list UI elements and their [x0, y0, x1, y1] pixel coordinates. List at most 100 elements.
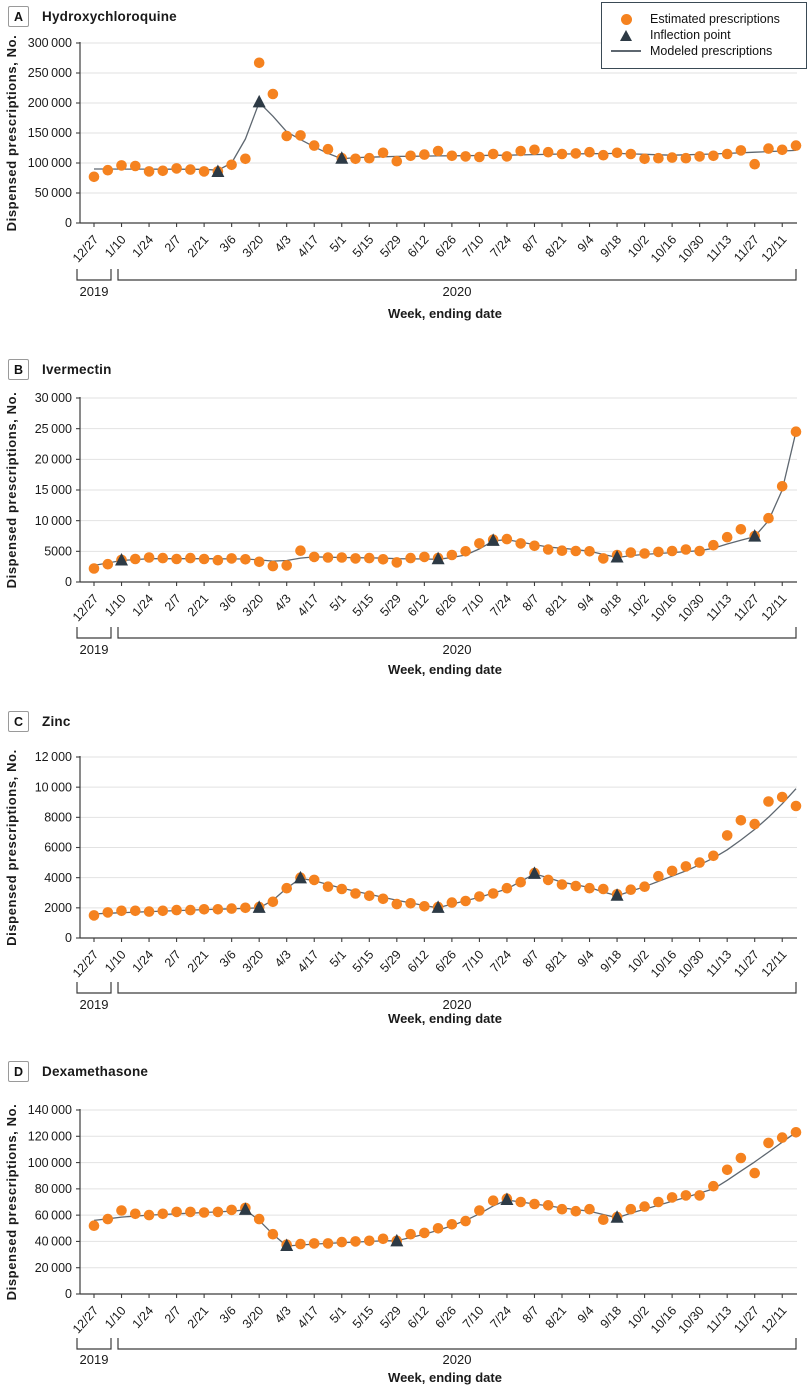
estimated-point: [240, 153, 251, 165]
estimated-point: [212, 1206, 224, 1218]
year-label-2020: 2020: [443, 1352, 472, 1367]
estimated-points: [88, 57, 802, 183]
estimated-point: [460, 895, 471, 907]
legend-label: Modeled prescriptions: [650, 44, 773, 58]
x-tick-label: 5/15: [350, 1304, 377, 1331]
x-tick-label: 4/3: [272, 1304, 294, 1326]
x-tick-label: 6/26: [432, 233, 459, 260]
inflection-point: [610, 549, 624, 563]
y-tick-label: 40 000: [35, 1235, 72, 1249]
estimated-point: [171, 1206, 182, 1218]
y-tick-label: 250 000: [28, 66, 72, 80]
estimated-point: [598, 1214, 609, 1225]
y-tick-label: 12 000: [35, 750, 72, 764]
x-tick-label: 5/15: [350, 233, 377, 260]
estimated-point: [749, 158, 760, 170]
estimated-point: [474, 891, 485, 902]
estimated-point: [721, 830, 733, 841]
estimated-point: [171, 904, 182, 916]
x-tick-label: 6/12: [405, 1304, 432, 1331]
x-tick-label: 10/30: [676, 592, 707, 625]
panel-title: Hydroxychloroquine: [42, 9, 177, 24]
estimated-point: [364, 152, 375, 164]
y-tick-label: 100 000: [28, 1156, 72, 1170]
x-tick-label: 2/7: [162, 233, 184, 255]
x-tick-label: 8/7: [520, 948, 542, 970]
y-tick-label: 200 000: [28, 96, 72, 110]
estimated-point: [446, 897, 458, 908]
estimated-point: [267, 1228, 279, 1240]
x-tick-label: 7/10: [460, 948, 487, 975]
x-tick-label: 10/30: [676, 233, 707, 266]
estimated-point: [487, 888, 499, 899]
estimated-point: [364, 552, 375, 564]
x-tick-label: 6/12: [405, 592, 432, 619]
estimated-point: [240, 554, 251, 565]
x-tick-label: 1/24: [130, 233, 157, 260]
estimated-point: [432, 1223, 444, 1234]
y-tick-label: 80 000: [35, 1182, 72, 1196]
y-tick-label: 20 000: [35, 453, 72, 467]
x-tick-label: 5/1: [327, 233, 349, 255]
estimated-point: [542, 544, 554, 555]
x-tick-label: 7/10: [460, 592, 487, 619]
year-label-2019: 2019: [80, 997, 109, 1012]
inflection-point: [252, 900, 266, 913]
x-tick-label: 5/29: [377, 948, 404, 975]
estimated-points: [88, 426, 802, 574]
x-tick-label: 1/10: [102, 1304, 129, 1331]
x-tick-label: 3/20: [240, 1304, 267, 1331]
x-axis-title: Week, ending date: [388, 662, 502, 677]
estimated-point: [776, 791, 788, 803]
y-tick-label: 150 000: [28, 126, 72, 140]
x-tick-label: 2/7: [162, 1304, 184, 1326]
estimated-point: [694, 1190, 705, 1201]
x-tick-label: 4/3: [272, 592, 294, 614]
estimated-point: [405, 1228, 416, 1240]
estimated-point: [419, 1227, 430, 1239]
inflection-point: [252, 94, 266, 108]
y-tick-label: 25 000: [35, 422, 72, 436]
x-axis-title: Week, ending date: [388, 1370, 502, 1385]
x-tick-label: 7/24: [487, 233, 514, 260]
x-tick-label: 4/17: [295, 233, 322, 260]
estimated-point: [405, 150, 416, 162]
estimated-point: [680, 861, 692, 872]
x-tick-label: 3/20: [240, 592, 267, 619]
x-tick-label: 12/11: [759, 592, 790, 624]
x-tick-label: 10/16: [648, 233, 679, 266]
estimated-point: [653, 546, 664, 558]
estimated-point: [88, 171, 100, 183]
estimated-point: [281, 882, 293, 894]
x-tick-label: 1/10: [102, 948, 129, 975]
y-tick-label: 0: [65, 931, 72, 945]
inflection-point: [527, 866, 541, 879]
x-tick-label: 11/27: [731, 233, 762, 265]
estimated-point: [226, 1204, 237, 1216]
estimated-point: [226, 553, 237, 564]
y-axis-title: Dispensed prescriptions, No.: [4, 1104, 19, 1301]
estimated-point: [460, 1215, 471, 1227]
estimated-point: [295, 545, 306, 556]
inflection-points: [211, 94, 349, 177]
estimated-point: [694, 857, 705, 868]
inflection-triangle-icon: [611, 29, 641, 41]
estimated-point: [322, 1238, 334, 1249]
estimated-point: [281, 130, 293, 142]
estimated-point: [308, 551, 320, 563]
y-tick-label: 2000: [44, 901, 72, 915]
estimated-point: [501, 533, 513, 545]
y-gridlines: [76, 397, 797, 583]
panel-b-chart: 0 5000 10 000 15 000 20 000 25 000 30 000 12/27…: [4, 391, 802, 677]
x-tick-label: 5/29: [377, 592, 404, 619]
panel-b-header: B Ivermectin: [8, 359, 112, 380]
estimated-point: [501, 151, 513, 162]
x-tick-label: 9/4: [575, 1304, 597, 1326]
estimated-point: [749, 818, 760, 830]
x-tick-label: 12/11: [759, 233, 790, 265]
panel-letter-badge: D: [8, 1061, 29, 1082]
estimated-point: [556, 545, 568, 556]
estimated-point: [157, 905, 169, 917]
x-tick-label: 8/7: [520, 233, 542, 255]
estimated-point: [253, 57, 265, 69]
